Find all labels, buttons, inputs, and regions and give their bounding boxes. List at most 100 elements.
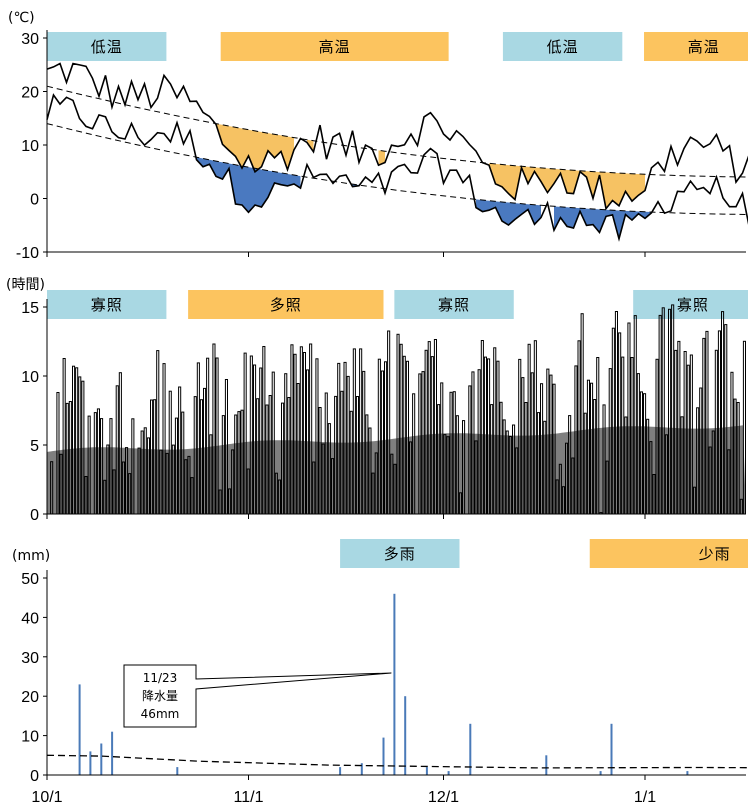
y-tick-label: 30 bbox=[21, 31, 39, 48]
precip-bar bbox=[111, 731, 114, 775]
min-temp-below-normal-fill bbox=[222, 162, 229, 180]
min-temp-below-normal-fill bbox=[248, 167, 255, 213]
max-temp-below-normal-fill bbox=[625, 173, 632, 202]
y-tick-label: 10 bbox=[21, 369, 39, 386]
precip-bar bbox=[393, 593, 396, 775]
precip-bar bbox=[339, 767, 342, 775]
precip-bar bbox=[100, 743, 103, 775]
y-tick-label: 5 bbox=[30, 438, 39, 455]
x-tick-label: 11/1 bbox=[234, 789, 264, 806]
period-tag-box bbox=[644, 32, 748, 61]
min-temp-below-normal-fill bbox=[593, 209, 600, 233]
precip-bar bbox=[78, 684, 81, 775]
max-temp-below-normal-fill bbox=[222, 124, 229, 151]
precip-bar bbox=[686, 771, 689, 775]
min-temp-normal-line bbox=[46, 123, 748, 215]
max-temp-below-normal-fill bbox=[255, 130, 262, 172]
min-temp-below-normal-fill bbox=[567, 207, 574, 229]
min-temp-below-normal-fill bbox=[534, 204, 541, 225]
x-tick-label: 10/1 bbox=[31, 789, 62, 806]
max-temp-below-normal-fill bbox=[495, 163, 502, 187]
precip-bar bbox=[469, 723, 472, 775]
precip-bar bbox=[404, 696, 407, 775]
max-temp-below-normal-fill bbox=[606, 172, 613, 209]
max-temp-below-normal-fill bbox=[502, 164, 509, 194]
max-temp-below-normal-fill bbox=[638, 174, 645, 196]
max-temp-below-normal-fill bbox=[261, 132, 268, 167]
period-tag-label: 寡照 bbox=[438, 296, 470, 314]
period-tag-label: 高温 bbox=[319, 38, 351, 56]
y-tick-label: 10 bbox=[21, 729, 39, 746]
precip-bar bbox=[425, 767, 428, 775]
period-tag-box bbox=[47, 32, 167, 61]
period-tag-box bbox=[589, 539, 748, 568]
min-temp-below-normal-fill bbox=[560, 206, 567, 227]
period-tag-label: 低温 bbox=[547, 38, 579, 56]
period-tag-label: 寡照 bbox=[677, 296, 709, 314]
max-temp-below-normal-fill bbox=[287, 136, 294, 170]
period-tag-label: 寡照 bbox=[91, 296, 123, 314]
max-temp-below-normal-fill bbox=[619, 173, 626, 206]
max-temp-below-normal-fill bbox=[281, 135, 288, 170]
period-tag-box bbox=[47, 290, 167, 319]
y-tick-label: 20 bbox=[21, 689, 39, 706]
precip-bar bbox=[89, 751, 92, 775]
max-temp-below-normal-fill bbox=[567, 169, 574, 194]
min-temp-below-normal-fill bbox=[508, 202, 515, 226]
y-tick-label: -10 bbox=[16, 245, 39, 262]
axis-unit: (時間) bbox=[6, 277, 45, 293]
min-temp-below-normal-fill bbox=[521, 203, 528, 215]
y-tick-label: 50 bbox=[21, 571, 39, 588]
callout-box bbox=[123, 664, 392, 728]
max-temp-below-normal-fill bbox=[541, 167, 548, 193]
min-temp-below-normal-fill bbox=[281, 172, 288, 186]
precip-bar bbox=[545, 755, 548, 775]
precip-bar bbox=[176, 767, 179, 775]
max-temp-below-normal-fill bbox=[508, 165, 515, 200]
min-temp-below-normal-fill bbox=[502, 201, 509, 226]
period-tag-label: 多照 bbox=[270, 296, 302, 314]
max-temp-below-normal-fill bbox=[612, 172, 619, 206]
period-tag-box bbox=[502, 32, 623, 61]
max-temp-below-normal-fill bbox=[248, 129, 255, 172]
period-tag-box bbox=[394, 290, 514, 319]
period-tag-box bbox=[188, 290, 384, 319]
y-tick-label: 15 bbox=[21, 300, 39, 317]
max-temp-below-normal-fill bbox=[547, 168, 554, 193]
precip-bar bbox=[360, 763, 363, 775]
period-tag-label: 少雨 bbox=[699, 545, 731, 563]
precip-bar bbox=[610, 723, 613, 775]
period-tag-box bbox=[220, 32, 449, 61]
y-tick-label: 0 bbox=[30, 507, 39, 524]
x-tick-label: 12/1 bbox=[428, 789, 459, 806]
max-temp-below-normal-fill bbox=[632, 173, 639, 202]
callout-text: 降水量 bbox=[142, 689, 178, 703]
y-tick-label: 0 bbox=[30, 192, 39, 209]
min-temp-below-normal-fill bbox=[268, 170, 275, 198]
period-tag-label: 低温 bbox=[91, 38, 123, 56]
min-temp-below-normal-fill bbox=[216, 161, 223, 180]
min-temp-below-normal-fill bbox=[255, 168, 262, 208]
y-tick-label: 20 bbox=[21, 85, 39, 102]
precip-bar bbox=[447, 771, 450, 775]
min-temp-below-normal-fill bbox=[482, 200, 489, 212]
max-temp-line bbox=[46, 62, 748, 211]
max-temp-below-normal-fill bbox=[378, 150, 385, 166]
period-tag-label: 多雨 bbox=[384, 545, 416, 563]
x-tick-label: 1/1 bbox=[634, 789, 656, 806]
max-temp-below-normal-fill bbox=[229, 126, 236, 157]
min-temp-below-normal-fill bbox=[287, 173, 294, 186]
max-temp-normal-line bbox=[46, 85, 748, 178]
min-temp-below-normal-fill bbox=[261, 169, 268, 208]
precip-bar bbox=[599, 771, 602, 775]
callout-text: 46mm bbox=[141, 707, 180, 721]
y-tick-label: 30 bbox=[21, 650, 39, 667]
period-tag-label: 高温 bbox=[688, 38, 720, 56]
axis-unit: (℃) bbox=[8, 10, 35, 26]
period-tag-box bbox=[633, 290, 748, 319]
min-temp-line bbox=[46, 93, 748, 242]
min-temp-below-normal-fill bbox=[586, 208, 593, 226]
min-temp-below-normal-fill bbox=[235, 164, 242, 206]
min-temp-below-normal-fill bbox=[554, 206, 561, 231]
